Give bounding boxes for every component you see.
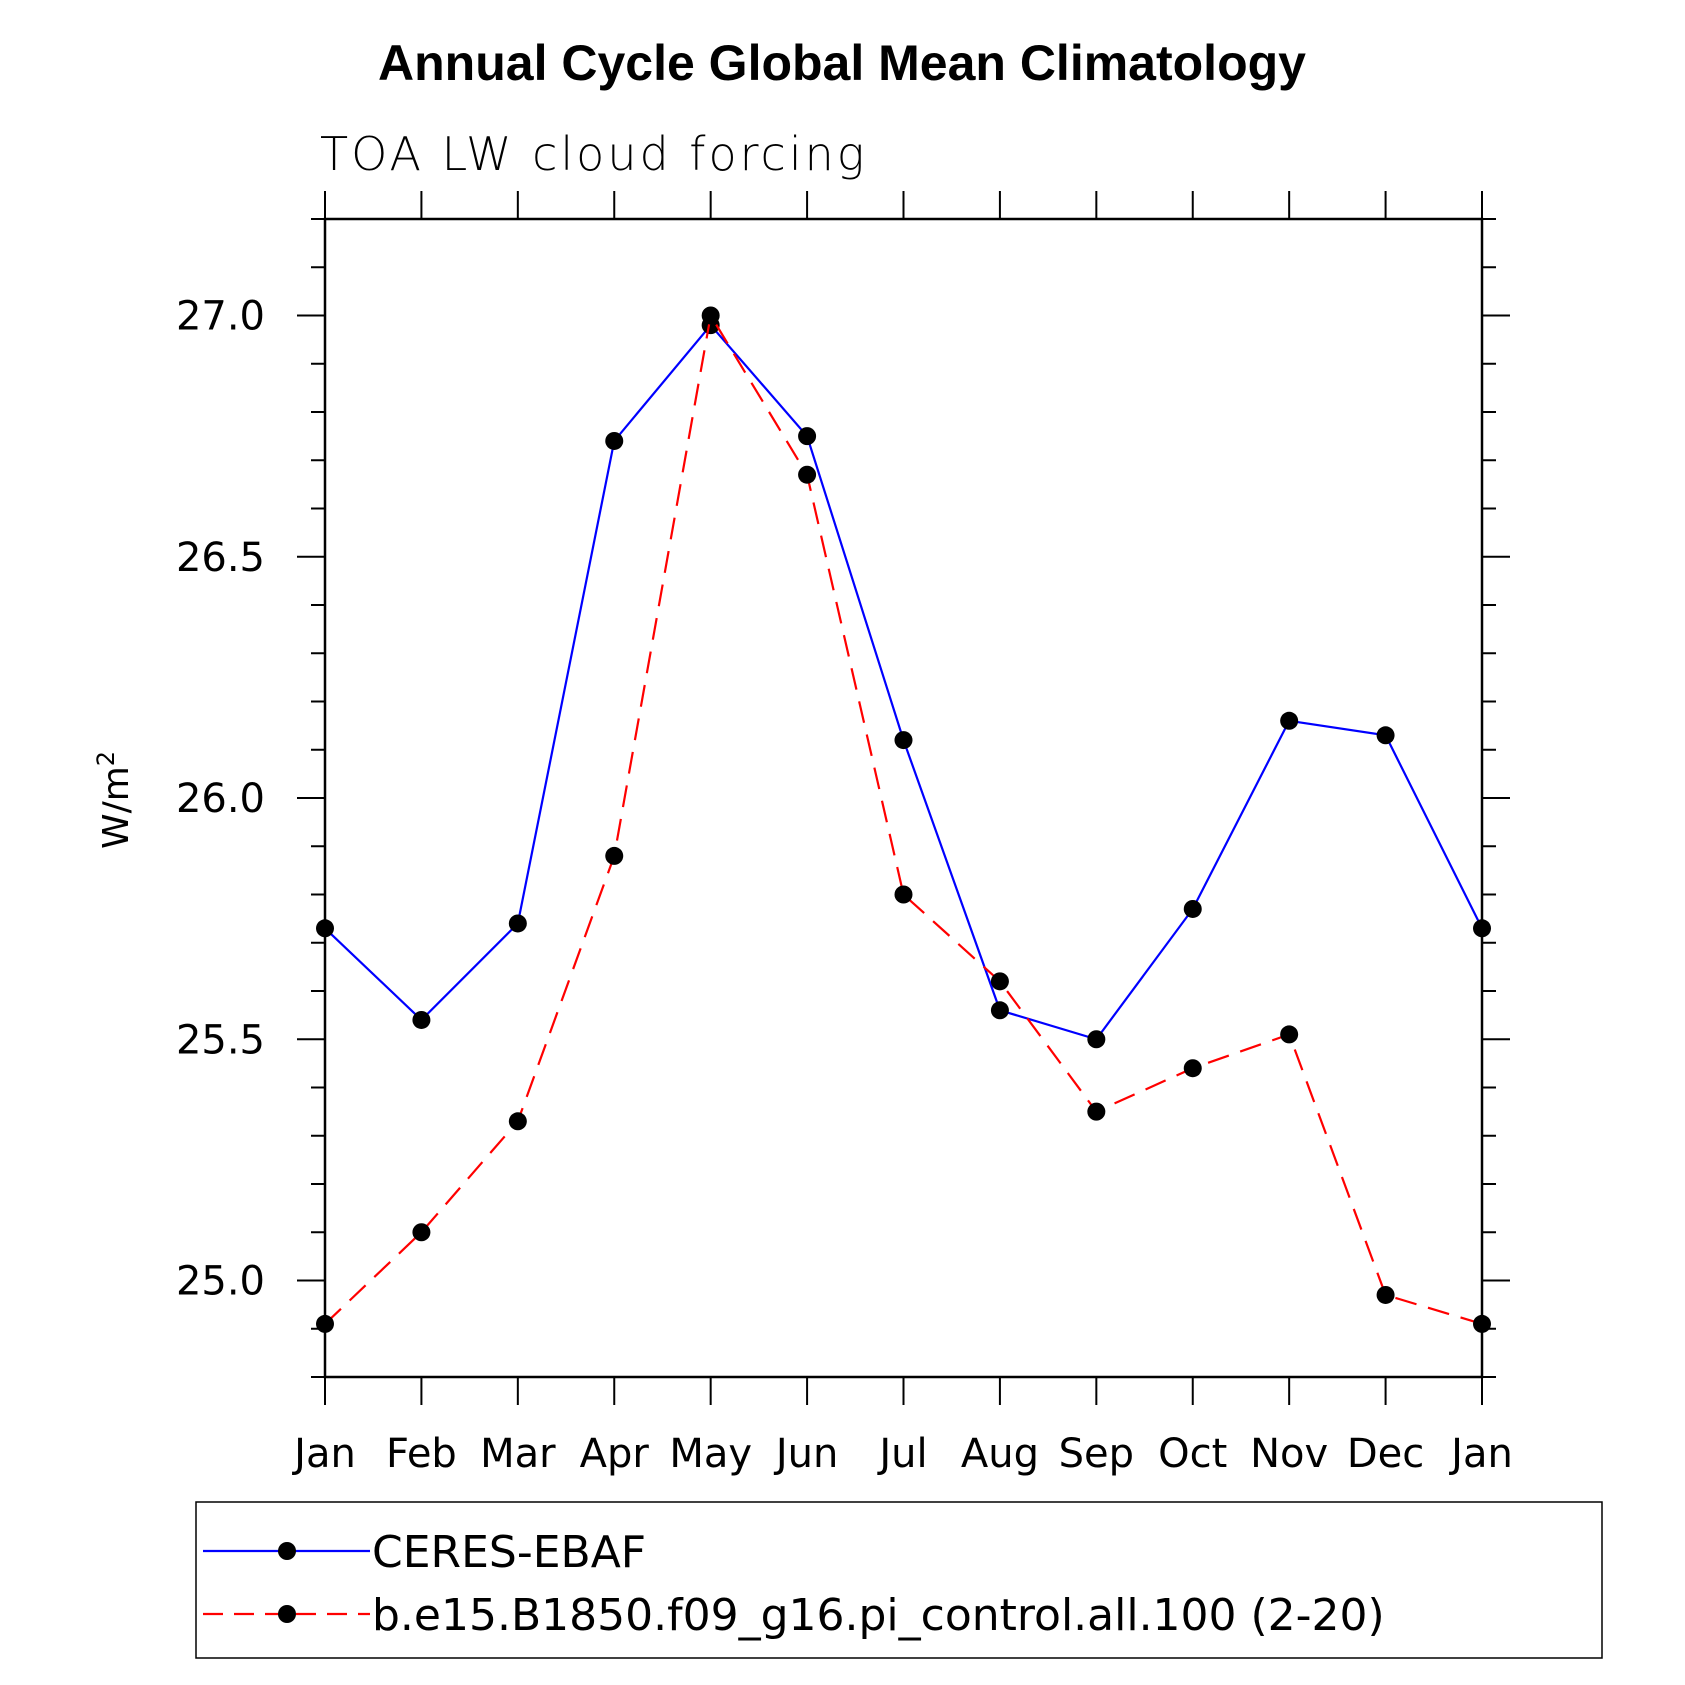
- series-layer: [316, 306, 1491, 1333]
- data-point: [1087, 1102, 1106, 1121]
- data-point: [1280, 711, 1299, 730]
- data-point: [1376, 1285, 1395, 1304]
- x-tick-label: Feb: [386, 1431, 457, 1477]
- tick-labels: 25.0 25.5 26.0 26.5 27.0 Jan Feb Mar Apr May Jun Ju…: [176, 294, 1513, 1478]
- legend-box: [195, 1501, 1603, 1659]
- data-point: [412, 1010, 431, 1029]
- x-tick-label: Dec: [1347, 1431, 1424, 1477]
- data-point: [894, 731, 913, 750]
- data-point: [412, 1223, 431, 1242]
- legend: CERES-EBAF b.e15.B1850.f09_g16.pi_control…: [195, 1501, 1603, 1659]
- x-tick-label: Jun: [773, 1431, 839, 1477]
- data-point: [1183, 899, 1202, 918]
- legend-label: b.e15.B1850.f09_g16.pi_control.all.100 (…: [372, 1590, 1385, 1641]
- y-tick-label: 27.0: [176, 294, 265, 340]
- y-tick-label: 26.5: [176, 535, 265, 581]
- y-axis-label-text: W/m: [96, 766, 137, 849]
- data-point: [1376, 726, 1395, 745]
- x-tick-label: Aug: [961, 1431, 1039, 1477]
- x-tick-label: Apr: [580, 1431, 650, 1477]
- legend-label: CERES-EBAF: [372, 1527, 646, 1578]
- x-tick-label: Oct: [1158, 1431, 1227, 1477]
- svg-text:W/m2: W/m2: [92, 751, 137, 849]
- x-tick-label: Jan: [291, 1431, 356, 1477]
- data-point: [605, 431, 624, 450]
- y-tick-label: 25.0: [176, 1259, 265, 1305]
- series-1: [316, 316, 1491, 1049]
- data-point: [798, 465, 817, 484]
- data-point: [894, 885, 913, 904]
- y-tick-label: 26.0: [176, 776, 265, 822]
- y-axis-label: W/m2: [92, 751, 137, 849]
- plot-frame: [323, 217, 1484, 1379]
- y-tick-label: 25.5: [176, 1017, 265, 1063]
- x-tick-label: Mar: [480, 1431, 556, 1477]
- legend-marker: [278, 1605, 296, 1623]
- data-point: [605, 846, 624, 865]
- series-line: [324, 312, 1483, 1325]
- data-point: [1280, 1025, 1299, 1044]
- chart-subtitle: TOA LW cloud forcing: [320, 127, 867, 181]
- chart-title: Annual Cycle Global Mean Climatology: [378, 35, 1306, 91]
- x-tick-label: Jan: [1448, 1431, 1513, 1477]
- y-axis-label-superscript: 2: [92, 751, 120, 766]
- data-point: [1183, 1059, 1202, 1078]
- data-point: [1087, 1030, 1106, 1049]
- series-line: [324, 323, 1483, 1041]
- legend-marker: [278, 1542, 296, 1560]
- x-tick-label: Nov: [1250, 1431, 1328, 1477]
- data-point: [508, 914, 527, 933]
- x-tick-label: May: [669, 1431, 752, 1477]
- series-2: [316, 306, 1491, 1333]
- data-point: [798, 427, 817, 446]
- data-point: [990, 1001, 1009, 1020]
- x-tick-label: Jul: [876, 1431, 927, 1477]
- data-point: [701, 306, 720, 325]
- x-tick-label: Sep: [1059, 1431, 1134, 1477]
- data-point: [508, 1112, 527, 1131]
- axis-ticks: [297, 191, 1510, 1405]
- data-point: [990, 972, 1009, 991]
